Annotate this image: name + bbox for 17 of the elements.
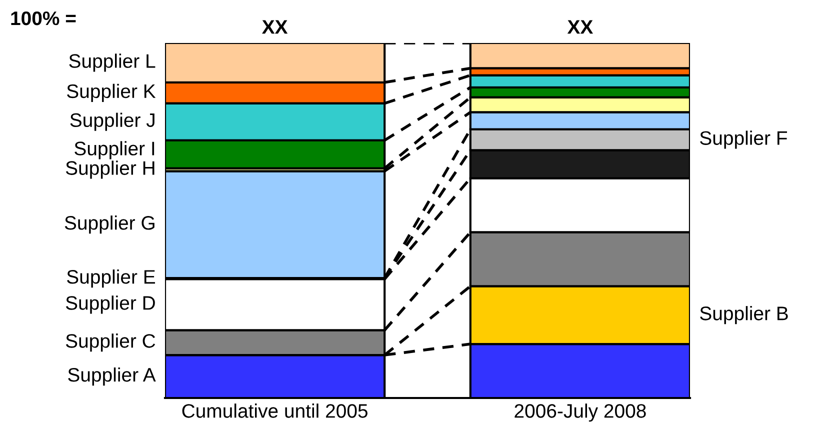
- x-tick-label: Cumulative until 2005: [182, 404, 368, 418]
- series-label: Supplier B: [700, 306, 788, 324]
- series-label: Supplier C: [66, 334, 156, 352]
- series-label: Supplier G: [64, 216, 154, 234]
- series-label: Supplier L: [69, 54, 156, 72]
- series-label: Supplier I: [74, 141, 154, 160]
- series-label: Supplier A: [68, 367, 156, 386]
- series-label: Supplier E: [67, 269, 156, 288]
- text: XX: [262, 20, 288, 34]
- text: 100% =: [11, 11, 76, 26]
- series-label: Supplier J: [70, 112, 154, 131]
- series-label: Supplier D: [66, 296, 155, 314]
- x-tick-label: 2006-July 2008: [514, 404, 646, 422]
- series-label: Supplier H: [66, 160, 154, 179]
- series-label: Supplier F: [700, 130, 788, 149]
- series-label: Supplier K: [67, 84, 156, 102]
- text: XX: [567, 20, 594, 34]
